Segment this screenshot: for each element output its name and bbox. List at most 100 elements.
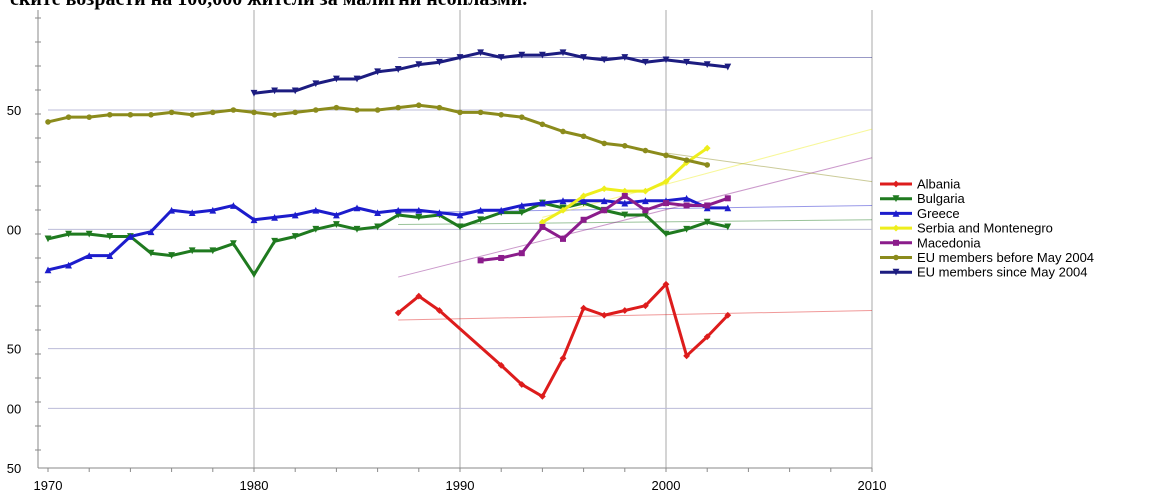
trend-line bbox=[398, 309, 873, 321]
data-point bbox=[374, 223, 381, 231]
data-point bbox=[580, 133, 587, 140]
trend-line bbox=[398, 219, 873, 226]
series-line bbox=[47, 201, 729, 277]
data-point bbox=[291, 87, 299, 95]
series-line bbox=[397, 282, 729, 398]
series-lines bbox=[44, 49, 732, 400]
data-point bbox=[291, 233, 299, 240]
data-point bbox=[580, 304, 587, 312]
data-point bbox=[312, 80, 320, 88]
data-point bbox=[312, 206, 320, 214]
data-point bbox=[642, 147, 649, 154]
data-point bbox=[333, 104, 340, 111]
data-point bbox=[518, 51, 526, 59]
data-point bbox=[518, 381, 526, 388]
series bbox=[539, 144, 711, 226]
data-point bbox=[539, 121, 546, 128]
data-point bbox=[683, 157, 690, 163]
data-point bbox=[477, 49, 484, 57]
legend-label: EU members since May 2004 bbox=[917, 265, 1088, 280]
data-point bbox=[456, 211, 464, 219]
data-point bbox=[415, 214, 423, 221]
y-tick-label: 50 bbox=[7, 342, 21, 357]
series-line bbox=[47, 103, 708, 167]
data-point bbox=[600, 56, 608, 64]
data-point bbox=[539, 393, 546, 400]
x-tick-label: 1980 bbox=[240, 478, 269, 492]
legend-item: EU members before May 2004 bbox=[880, 250, 1094, 265]
data-point bbox=[621, 192, 628, 199]
data-point bbox=[703, 61, 711, 69]
legend-item: EU members since May 2004 bbox=[880, 265, 1088, 280]
data-point bbox=[662, 178, 670, 185]
legend-label: Macedonia bbox=[917, 235, 981, 250]
data-point bbox=[168, 206, 175, 214]
data-point bbox=[210, 109, 216, 116]
data-point bbox=[394, 309, 402, 317]
data-point bbox=[416, 102, 422, 109]
data-point bbox=[457, 109, 463, 116]
x-tick-label: 1970 bbox=[34, 478, 63, 492]
data-point bbox=[456, 54, 464, 61]
data-point bbox=[559, 354, 567, 362]
data-point bbox=[642, 197, 649, 205]
data-point bbox=[353, 225, 361, 233]
data-point bbox=[600, 311, 608, 319]
data-point bbox=[621, 54, 629, 61]
data-point bbox=[703, 144, 711, 152]
legend-item: Albania bbox=[880, 177, 961, 192]
data-point bbox=[312, 225, 320, 233]
trend-line bbox=[542, 128, 873, 218]
y-tick-label: 50 bbox=[7, 461, 21, 476]
data-point bbox=[704, 202, 711, 209]
data-point bbox=[230, 202, 237, 209]
data-point bbox=[601, 140, 607, 147]
data-point bbox=[86, 114, 92, 120]
series bbox=[45, 102, 710, 168]
legend-label: Greece bbox=[917, 206, 960, 221]
data-point bbox=[539, 223, 546, 230]
data-point bbox=[147, 249, 155, 257]
data-point bbox=[291, 211, 299, 219]
data-point bbox=[45, 119, 51, 125]
data-point bbox=[251, 109, 257, 116]
data-point bbox=[374, 209, 381, 217]
data-point bbox=[724, 223, 732, 231]
data-point bbox=[127, 111, 134, 118]
data-point bbox=[230, 240, 237, 248]
data-point bbox=[374, 68, 381, 76]
data-point bbox=[724, 63, 732, 71]
data-point bbox=[600, 197, 608, 205]
legend-label: Albania bbox=[917, 177, 961, 192]
y-tick-label: 00 bbox=[7, 401, 21, 416]
legend-item: Serbia and Montenegro bbox=[880, 221, 1053, 236]
data-point bbox=[559, 197, 567, 205]
data-point bbox=[683, 58, 690, 66]
data-point bbox=[724, 195, 731, 202]
data-point bbox=[374, 107, 381, 113]
data-point bbox=[601, 207, 608, 214]
y-tick-label: 00 bbox=[7, 222, 21, 237]
data-point bbox=[65, 230, 72, 238]
data-point bbox=[559, 49, 567, 57]
data-point bbox=[168, 109, 175, 116]
data-point bbox=[395, 104, 402, 111]
y-tick-label: 50 bbox=[7, 103, 21, 118]
data-point bbox=[394, 66, 402, 73]
data-point bbox=[580, 216, 587, 223]
data-point bbox=[580, 197, 587, 205]
data-point bbox=[271, 237, 278, 245]
axis: 1970 1980 1990 2000 2010 50 00 50 00 50 bbox=[7, 10, 886, 492]
data-point bbox=[683, 194, 690, 202]
data-point bbox=[539, 51, 546, 59]
data-point bbox=[65, 261, 72, 269]
data-point bbox=[353, 75, 361, 83]
trend-line bbox=[398, 157, 873, 278]
data-point bbox=[106, 252, 114, 259]
chart-title: ските возрасти на 100,000 жители за мали… bbox=[10, 0, 527, 11]
data-point bbox=[600, 185, 608, 193]
data-point bbox=[497, 54, 505, 61]
data-point bbox=[333, 211, 340, 219]
